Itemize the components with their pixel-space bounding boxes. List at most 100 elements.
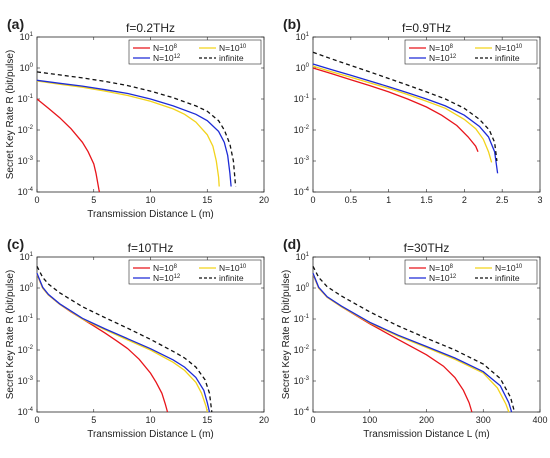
legend-box (404, 39, 538, 65)
x-axis-label: Transmission Distance L (m) (87, 209, 214, 220)
x-tick-label: 10 (145, 415, 155, 425)
series-line-1 (312, 273, 510, 413)
legend-entry: N=1010 (495, 43, 523, 53)
y-tick-label: 10-2 (294, 345, 310, 355)
y-tick-label: 10-1 (18, 94, 34, 104)
x-tick-label: 5 (91, 415, 96, 425)
legend-entry: N=1012 (429, 273, 457, 283)
x-tick-label: 400 (532, 415, 547, 425)
y-tick-label: 100 (20, 63, 34, 73)
x-tick-label: 0 (310, 195, 315, 205)
x-tick-label: 2.5 (496, 195, 509, 205)
x-tick-label: 0 (34, 415, 39, 425)
series-line-0 (36, 98, 101, 193)
panel-label: (b) (283, 16, 301, 32)
series-line-3 (312, 266, 516, 413)
legend-entry: N=1010 (495, 263, 523, 273)
x-tick-label: 2 (462, 195, 467, 205)
series-line-3 (36, 71, 237, 187)
series-line-2 (312, 272, 513, 413)
x-tick-label: 200 (419, 415, 434, 425)
x-axis-label: Transmission Distance L (m) (363, 429, 490, 440)
legend-entry: N=1012 (153, 273, 181, 283)
legend: N=108 N=1010 N=1012 infinite (128, 39, 262, 65)
y-tick-label: 10-4 (18, 407, 34, 417)
series-line-3 (36, 266, 213, 413)
y-tick-label: 10-2 (18, 125, 34, 135)
y-tick-label: 10-3 (294, 156, 310, 166)
legend-entry: infinite (495, 273, 520, 283)
y-tick-label: 10-1 (18, 314, 34, 324)
legend: N=108 N=1010 N=1012 infinite (128, 259, 262, 285)
y-tick-label: 10-4 (294, 407, 310, 417)
legend-box (128, 39, 262, 65)
x-tick-label: 15 (202, 415, 212, 425)
legend-entry: N=108 (153, 263, 178, 273)
series-line-1 (312, 65, 493, 163)
y-tick-label: 10-4 (294, 187, 310, 197)
chart-title: f=10THz (128, 241, 174, 255)
y-tick-label: 10-2 (294, 125, 310, 135)
x-tick-label: 20 (259, 415, 269, 425)
legend-entry: infinite (219, 53, 244, 63)
legend-entry: N=1012 (429, 53, 457, 63)
y-axis-label: Secret Key Rate R (bit/pulse) (281, 270, 292, 400)
series-line-2 (36, 272, 211, 413)
legend-entry: infinite (495, 53, 520, 63)
chart-title: f=0.2THz (126, 21, 175, 35)
y-axis-label: Secret Key Rate R (bit/pulse) (5, 50, 16, 180)
legend-entry: N=1010 (219, 43, 247, 53)
legend-entry: N=1010 (219, 263, 247, 273)
y-tick-label: 100 (296, 283, 310, 293)
series-line-0 (312, 273, 473, 413)
y-axis-label: Secret Key Rate R (bit/pulse) (5, 270, 16, 400)
x-tick-label: 3 (537, 195, 542, 205)
chart-title: f=30THz (404, 241, 450, 255)
legend-entry: N=108 (429, 43, 454, 53)
legend: N=108 N=1010 N=1012 infinite (404, 259, 538, 285)
x-tick-label: 20 (259, 195, 269, 205)
series-line-0 (312, 67, 479, 152)
y-tick-label: 10-3 (18, 156, 34, 166)
y-tick-label: 10-1 (294, 94, 310, 104)
legend-entry: infinite (219, 273, 244, 283)
series-line-2 (36, 79, 232, 187)
y-tick-label: 10-2 (18, 345, 34, 355)
y-tick-label: 101 (20, 32, 34, 42)
panel-3: 0 100 200 300 400 10-4 10-3 10-2 10-1 100 101 N=108… (281, 236, 548, 440)
x-tick-label: 1 (386, 195, 391, 205)
series-line-0 (36, 273, 169, 413)
panel-label: (c) (7, 236, 24, 252)
panel-1: 0 0.5 1 1.5 2 2.5 3 10-4 10-3 10-2 10-1 100 101 N=108… (283, 16, 543, 205)
x-tick-label: 100 (362, 415, 377, 425)
y-tick-label: 100 (20, 283, 34, 293)
x-axis-label: Transmission Distance L (m) (87, 429, 214, 440)
x-tick-label: 5 (91, 195, 96, 205)
x-tick-label: 10 (145, 195, 155, 205)
series-line-2 (312, 63, 499, 174)
legend-entry: N=1012 (153, 53, 181, 63)
y-tick-label: 101 (296, 252, 310, 262)
series-line-1 (36, 80, 220, 187)
legend: N=108 N=1010 N=1012 infinite (404, 39, 538, 65)
y-tick-label: 10-3 (294, 376, 310, 386)
y-tick-label: 10-1 (294, 314, 310, 324)
legend-entry: N=108 (153, 43, 178, 53)
chart-title: f=0.9THz (402, 21, 451, 35)
x-tick-label: 15 (202, 195, 212, 205)
series-line-3 (312, 51, 498, 162)
y-tick-label: 101 (296, 32, 310, 42)
x-tick-label: 0.5 (345, 195, 358, 205)
panel-label: (d) (283, 236, 301, 252)
y-tick-label: 10-4 (18, 187, 34, 197)
x-tick-label: 0 (34, 195, 39, 205)
x-tick-label: 0 (310, 415, 315, 425)
x-tick-label: 300 (476, 415, 491, 425)
x-tick-label: 1.5 (420, 195, 433, 205)
legend-box (404, 259, 538, 285)
panel-label: (a) (7, 16, 24, 32)
y-tick-label: 10-3 (18, 376, 34, 386)
